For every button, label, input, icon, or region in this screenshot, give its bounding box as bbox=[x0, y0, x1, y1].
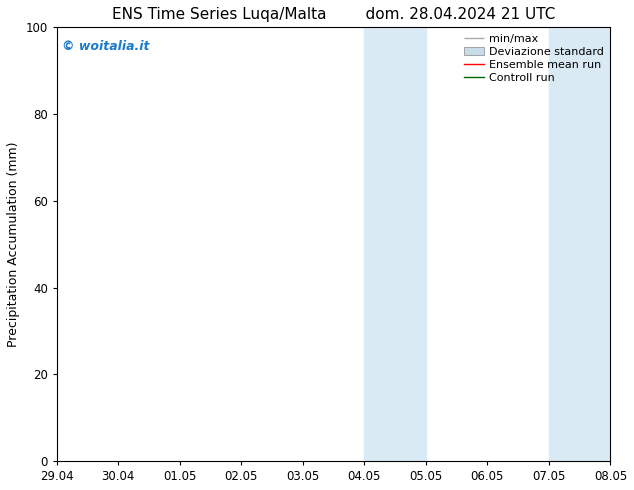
Legend: min/max, Deviazione standard, Ensemble mean run, Controll run: min/max, Deviazione standard, Ensemble m… bbox=[460, 29, 608, 87]
Title: ENS Time Series Luqa/Malta        dom. 28.04.2024 21 UTC: ENS Time Series Luqa/Malta dom. 28.04.20… bbox=[112, 7, 555, 22]
Bar bbox=[365, 27, 395, 461]
Bar bbox=[579, 27, 611, 461]
Bar bbox=[395, 27, 426, 461]
Text: © woitalia.it: © woitalia.it bbox=[62, 40, 150, 53]
Bar bbox=[549, 27, 579, 461]
Y-axis label: Precipitation Accumulation (mm): Precipitation Accumulation (mm) bbox=[7, 142, 20, 347]
